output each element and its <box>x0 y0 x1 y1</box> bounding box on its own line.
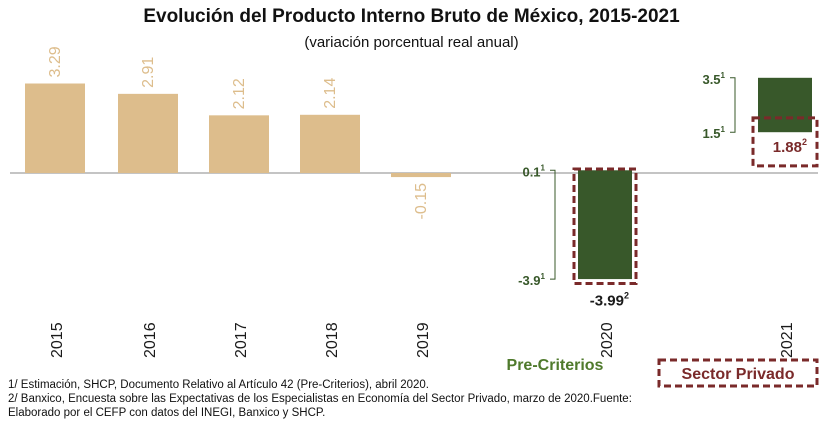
range-bar-2020 <box>578 170 632 280</box>
tick-label-2015: 2015 <box>49 322 66 358</box>
value-label-2015: 3.29 <box>47 46 64 77</box>
range-bracket-2021 <box>730 77 736 133</box>
range-low-label-2021: 1.51 <box>702 125 725 141</box>
bar-2019 <box>391 173 451 178</box>
tick-label-2020: 2020 <box>599 322 616 358</box>
value-label-2019: -0.15 <box>413 183 430 220</box>
footnote-2: 2/ Banxico, Encuesta sobre las Expectati… <box>8 393 632 405</box>
range-low-label-2020: -3.91 <box>518 272 545 288</box>
tick-label-2021: 2021 <box>779 322 796 358</box>
legend-sector-privado-box <box>657 358 819 388</box>
range-high-label-2020: 0.11 <box>522 163 545 179</box>
legend-sector-privado: Sector Privado <box>682 366 795 383</box>
bar-2015 <box>25 83 85 173</box>
private-label-2020: -3.992 <box>590 291 629 310</box>
footnote-1: 1/ Estimación, SHCP, Documento Relativo … <box>8 379 429 391</box>
tick-label-2016: 2016 <box>142 322 159 358</box>
legend-pre-criterios: Pre-Criterios <box>507 357 604 374</box>
range-bar-2021 <box>758 77 812 133</box>
chart-title: Evolución del Producto Interno Bruto de … <box>143 6 680 27</box>
private-label-2021: 1.882 <box>773 137 807 156</box>
tick-label-2018: 2018 <box>324 322 341 358</box>
range-high-label-2021: 3.51 <box>702 71 725 87</box>
tick-label-2019: 2019 <box>415 322 432 358</box>
value-label-2017: 2.12 <box>231 78 248 109</box>
private-box-2021 <box>751 116 819 168</box>
range-bracket-2020 <box>550 169 556 280</box>
bar-2016 <box>118 93 178 173</box>
value-label-2018: 2.14 <box>322 78 339 109</box>
bar-2017 <box>209 115 269 173</box>
chart-subtitle: (variación porcentual real anual) <box>304 34 519 51</box>
footnote-3: Elaborado por el CEFP con datos del INEG… <box>8 407 326 419</box>
bar-2018 <box>300 114 360 173</box>
footnotes: 1/ Estimación, SHCP, Documento Relativo … <box>8 378 820 420</box>
tick-label-2017: 2017 <box>233 322 250 358</box>
value-label-2016: 2.91 <box>140 57 157 88</box>
